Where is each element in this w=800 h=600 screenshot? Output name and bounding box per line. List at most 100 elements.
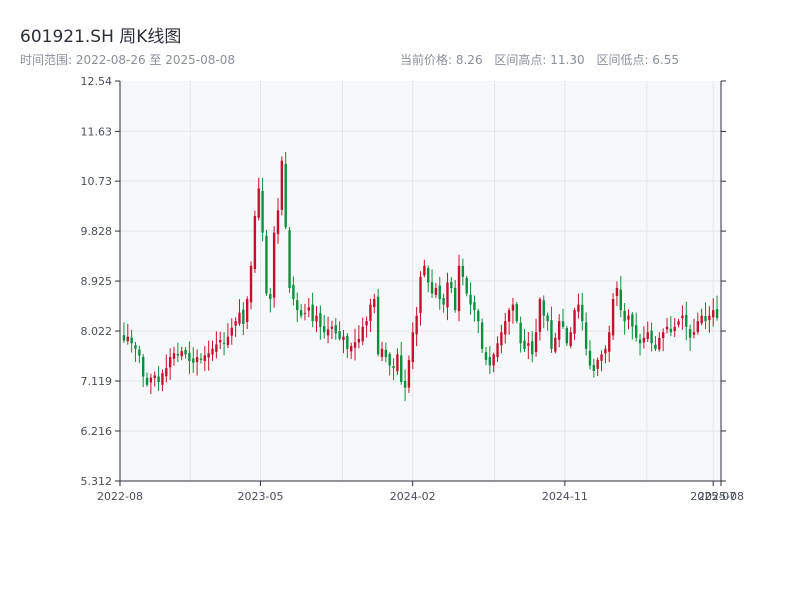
candle-body — [446, 282, 449, 308]
candle-body — [423, 265, 426, 276]
candle-body — [149, 377, 153, 383]
candle-body — [257, 188, 260, 218]
candle-body — [708, 315, 711, 321]
candle-body — [673, 326, 676, 332]
candle-body — [488, 357, 492, 366]
candle-body — [604, 348, 607, 354]
candle-body — [249, 265, 253, 303]
candle-body — [284, 163, 287, 228]
time-range-label: 时间范围: 2022-08-26 至 2025-08-08 — [20, 53, 235, 67]
candle-body — [681, 315, 684, 319]
candle-body — [658, 337, 661, 350]
candle-body — [349, 346, 353, 352]
candle-body — [242, 309, 245, 324]
candle-body — [577, 304, 580, 312]
y-tick-label: 5.312 — [81, 475, 113, 488]
period-high-label: 区间高点: 11.30 — [494, 53, 585, 67]
candle-body — [168, 357, 172, 368]
y-tick-label: 6.216 — [81, 425, 113, 438]
candle-body — [638, 339, 642, 344]
candle-body — [685, 314, 688, 327]
candle-body — [430, 282, 434, 294]
candle-body — [592, 365, 596, 371]
candle-body — [365, 321, 368, 326]
candle-body — [311, 304, 314, 322]
candle-body — [326, 329, 330, 336]
candle-body — [261, 190, 264, 233]
candle-body — [477, 310, 480, 322]
candle-body — [141, 356, 145, 377]
candle-body — [688, 329, 692, 338]
candle-body — [330, 326, 334, 329]
candle-body — [199, 358, 203, 360]
candle-body — [172, 353, 176, 359]
candle-body — [323, 326, 326, 333]
candle-body — [122, 335, 126, 341]
candle-body — [373, 299, 376, 308]
candle-body — [546, 315, 549, 322]
candle-body — [334, 325, 337, 334]
x-tick-label: 2025-07 — [690, 490, 736, 503]
candle-body — [434, 287, 438, 295]
candle-body — [523, 340, 526, 349]
x-tick-label: 2024-02 — [390, 490, 436, 503]
candle-body — [542, 300, 545, 316]
candle-body — [415, 315, 418, 335]
candle-body — [627, 315, 630, 320]
candle-body — [496, 343, 499, 357]
candle-body — [665, 326, 669, 330]
candle-body — [396, 354, 399, 372]
candles — [122, 152, 719, 402]
candle-body — [692, 332, 696, 335]
candle-body — [215, 344, 218, 352]
x-tick-labels: 2022-08 2023-05 2024-02 2024-11 2025-072025-… — [97, 481, 744, 503]
candle-body — [484, 352, 488, 360]
candle-body — [165, 368, 168, 377]
candle-body — [346, 335, 349, 349]
candle-body — [473, 302, 476, 311]
candle-body — [411, 332, 414, 363]
y-tick-label: 10.73 — [81, 175, 113, 188]
candle-body — [584, 322, 588, 349]
candle-body — [307, 307, 310, 311]
candle-body — [145, 377, 149, 385]
candle-body — [203, 355, 207, 361]
candle-body — [550, 320, 553, 349]
x-tick-label: 2023-05 — [238, 490, 284, 503]
candle-body — [557, 321, 561, 340]
candle-body — [315, 315, 318, 322]
candle-body — [380, 348, 384, 357]
candle-body — [519, 322, 522, 344]
candle-body — [207, 353, 210, 358]
candle-body — [222, 342, 226, 344]
stats-row: 当前价格: 8.26 区间高点: 11.30 区间低点: 6.55 — [400, 51, 687, 68]
candle-body — [338, 331, 341, 339]
candle-body — [611, 299, 615, 336]
candle-body — [507, 310, 511, 322]
candle-body — [704, 316, 707, 322]
candle-body — [554, 337, 557, 352]
candle-body — [376, 296, 380, 355]
y-tick-label: 12.54 — [81, 75, 113, 88]
y-tick-label: 7.119 — [81, 375, 113, 388]
candle-body — [234, 321, 237, 326]
candle-body — [280, 160, 284, 210]
chart-title: 601921.SH 周K线图 — [20, 27, 182, 47]
candle-body — [292, 284, 295, 300]
period-low-label: 区间低点: 6.55 — [596, 53, 680, 67]
candle-body — [650, 330, 653, 344]
candle-body — [157, 376, 160, 383]
current-price-label: 当前价格: 8.26 — [400, 53, 483, 67]
candle-body — [299, 310, 303, 316]
candle-body — [226, 336, 230, 346]
candle-body — [192, 358, 195, 363]
candle-body — [615, 287, 619, 297]
candle-body — [319, 313, 322, 327]
candle-body — [176, 354, 180, 356]
candle-body — [276, 210, 280, 235]
candle-body — [342, 336, 345, 341]
candle-body — [712, 310, 715, 318]
candle-body — [130, 337, 133, 344]
candle-body — [504, 321, 507, 335]
